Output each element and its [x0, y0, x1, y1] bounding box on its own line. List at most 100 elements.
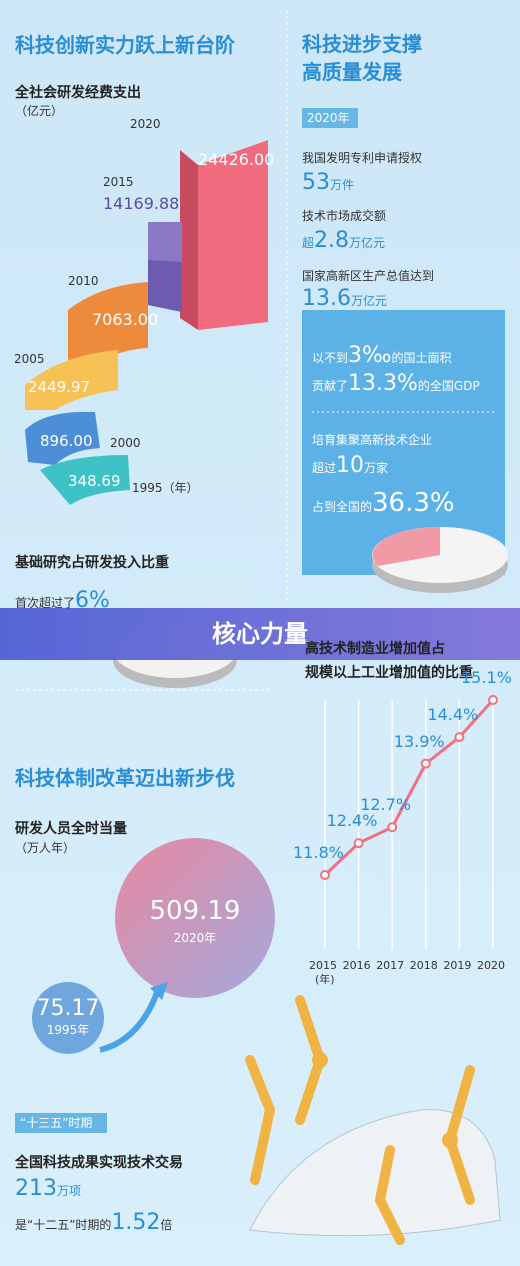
text: 倍 [160, 1218, 173, 1232]
big-year: 2020年 [173, 931, 217, 945]
pie-slice [372, 527, 440, 566]
small-year: 1995年 [46, 1023, 90, 1037]
num: 3‰ [348, 343, 392, 368]
num: 13.3% [348, 371, 418, 396]
bar-2010 [68, 282, 148, 375]
value: 213万项 [15, 1178, 81, 1200]
bubble-2020 [115, 838, 275, 998]
unit: 万项 [57, 1184, 82, 1198]
chart-title: 全社会研发经费支出 [15, 85, 141, 101]
item-label: 技术市场成交额 [302, 209, 387, 223]
bar-2000 [25, 411, 100, 465]
box-line: 超过10万家 [312, 455, 388, 477]
bar-1995 [40, 455, 130, 505]
title: 科技创新实力跃上新台阶 [15, 33, 235, 57]
point [420, 758, 431, 769]
subtitle: 基础研究占研发投入比重 [15, 555, 169, 571]
num: 36.3% [372, 488, 455, 518]
x-tick-label: 2017 [376, 959, 405, 972]
text: 首次超过了6% [15, 590, 110, 612]
subtitle: 高技术制造业增加值占 [305, 641, 445, 657]
x-tick-label: 2018 [409, 959, 438, 972]
item-label: 我国发明专利申请授权 [302, 151, 423, 165]
text: 超过 [312, 461, 337, 475]
num: 2.8 [314, 228, 350, 253]
unit: （亿元） [15, 104, 64, 118]
x-tick-label: 2019 [443, 959, 472, 972]
box-line: 以不到3‰的国土面积 [312, 345, 452, 367]
value-label: 12.7% [360, 795, 412, 815]
bubble-1995 [32, 982, 104, 1054]
item-value: 超2.8万亿元 [302, 230, 385, 252]
item-label: 国家高新区生产总值达到 [302, 269, 435, 283]
line [323, 698, 495, 877]
unit: （万人年） [15, 841, 76, 855]
bar-2020 [198, 140, 268, 330]
unit: 万亿元 [349, 236, 386, 250]
small-value: 75.17 [36, 996, 100, 1021]
x-tick-label: 2020 [477, 959, 505, 972]
compare: 是“十二五”时期的1.52倍 [15, 1212, 172, 1234]
text: 贡献了 [312, 379, 349, 393]
value-label: 14.4% [427, 705, 479, 725]
point [454, 732, 465, 743]
box-line: 贡献了13.3%的全国GDP [312, 373, 480, 395]
value: 14169.88 [103, 194, 180, 213]
num: 10 [336, 453, 365, 478]
year-tag: 2020年 [307, 111, 350, 125]
num: 53 [302, 170, 330, 195]
num: 6% [75, 588, 110, 613]
unit: (年) [315, 973, 335, 986]
year-tag-bg [302, 108, 358, 128]
x-tick-label: 2016 [342, 959, 371, 972]
unit: 万件 [330, 178, 355, 192]
box-line: 占到全国的36.3% [312, 490, 455, 516]
title: 科技进步支撑 [302, 32, 422, 56]
text: 的国土面积 [391, 351, 452, 365]
period-tag: “十三五”时期 [20, 1116, 93, 1130]
x-tick-label: 2015 [309, 959, 337, 972]
value-label: 11.8% [293, 843, 344, 862]
value: 348.69 [68, 472, 121, 490]
subtitle: 规模以上工业增加值的比重 [305, 665, 473, 681]
text: 占到全国的 [312, 500, 373, 514]
title: 科技体制改革迈出新步伐 [15, 766, 235, 790]
num: 13.6 [302, 286, 351, 311]
text: 万家 [364, 461, 389, 475]
num: 1.52 [111, 1210, 161, 1235]
text: 的全国GDP [417, 379, 480, 393]
year: 1995（年） [132, 481, 199, 495]
value: 7063.00 [92, 310, 159, 329]
unit: 万亿元 [350, 294, 387, 308]
value: 896.00 [40, 432, 93, 450]
title: 高质量发展 [302, 60, 402, 84]
big-value: 509.19 [149, 896, 241, 926]
bar-2020-side [180, 150, 198, 330]
point [488, 695, 498, 705]
num: 213 [15, 1176, 57, 1201]
subtitle: 全国科技成果实现技术交易 [15, 1155, 183, 1171]
value: 24426.00 [198, 150, 275, 169]
bar-2005 [25, 350, 118, 410]
item-value: 13.6万亿元 [302, 288, 387, 310]
text: 是“十二五”时期的 [15, 1218, 112, 1232]
year: 2000 [110, 436, 141, 450]
value-label: 12.4% [326, 811, 378, 831]
robots-car [245, 995, 501, 1245]
year: 2005 [14, 352, 45, 366]
arrow [99, 988, 161, 1053]
year: 2015 [103, 175, 134, 189]
point [353, 838, 364, 849]
box-line: 培育集聚高新技术企业 [312, 433, 433, 447]
arrow-head [150, 982, 168, 1000]
banner: 核心力量 [212, 620, 308, 648]
period-tag-bg [15, 1113, 107, 1133]
banner-bg [0, 608, 520, 660]
text: 首次超过了 [15, 596, 76, 610]
point [320, 870, 330, 880]
year: 2020 [130, 117, 161, 131]
value: 2449.97 [28, 378, 91, 396]
value-label: 15.1% [461, 668, 512, 687]
